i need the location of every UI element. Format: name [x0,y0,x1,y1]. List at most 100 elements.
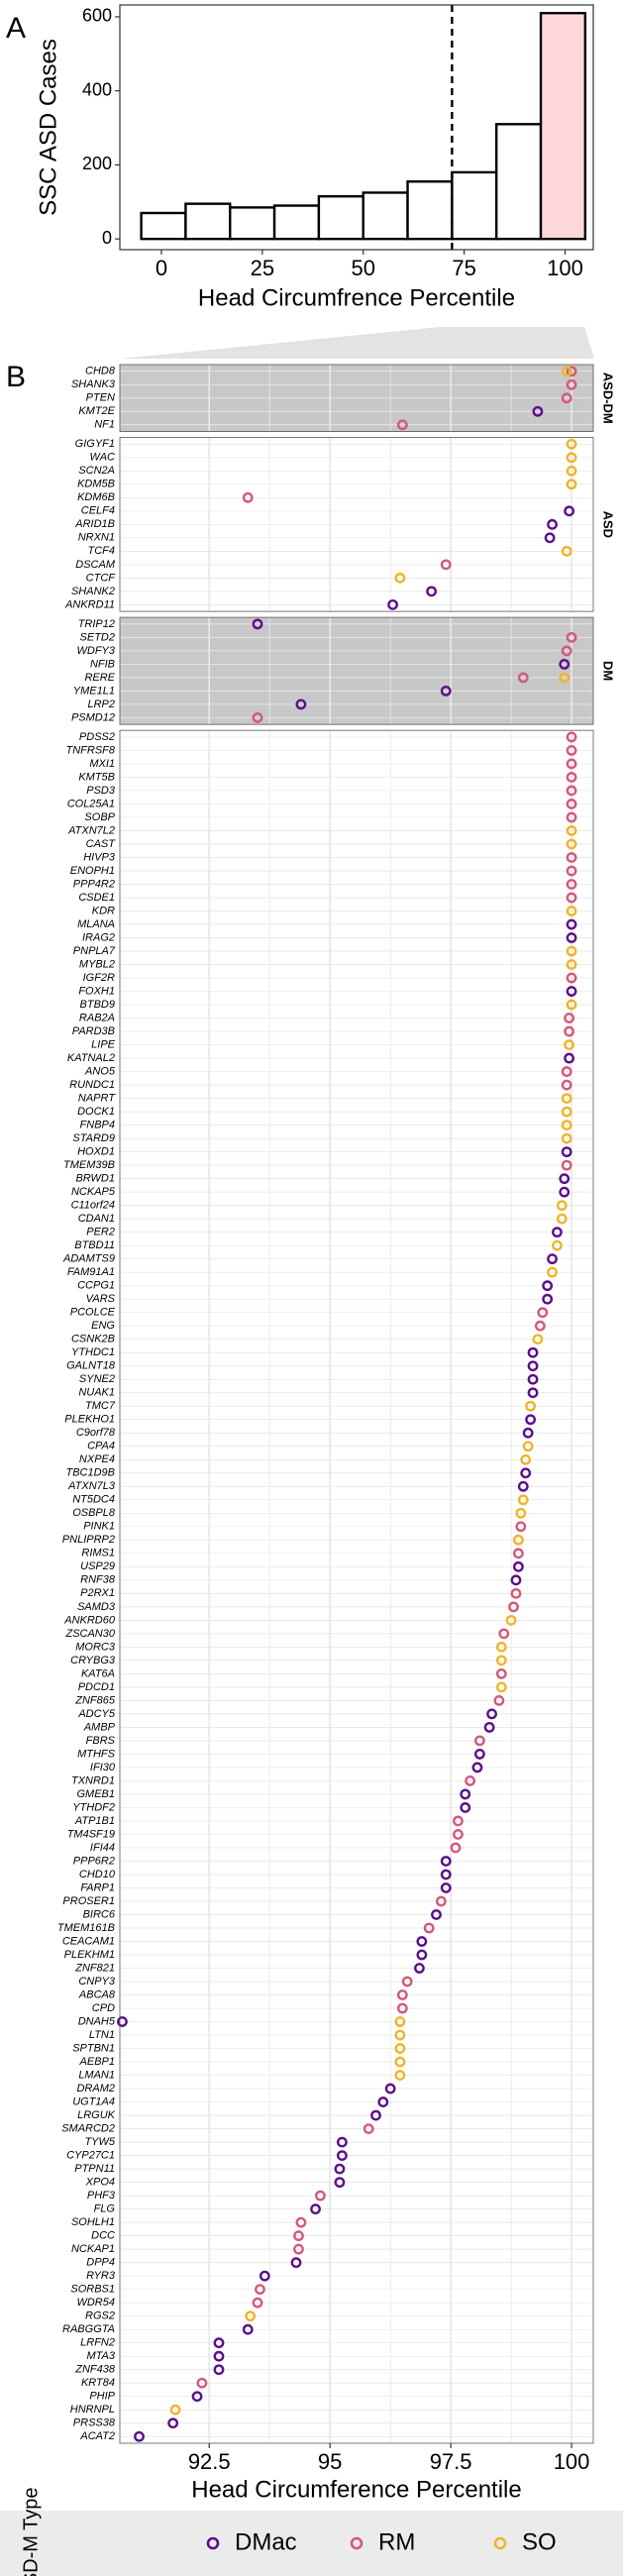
y-tick-label: CHD10 [79,1869,116,1880]
y-tick-label: P2RX1 [80,1587,115,1599]
dot [426,586,438,597]
dot [255,2284,265,2296]
dot [401,1976,413,1987]
dot [520,1467,532,1479]
y-tick-label: PNLIPRP2 [62,1534,115,1546]
y-tick-label: BRWD1 [75,1173,115,1185]
y-tick-label: ENG [91,1320,115,1332]
x-tick-label: 92.5 [188,2449,231,2474]
dot [293,2230,304,2242]
facet-background [120,730,593,2443]
y-tick-label: C9orf78 [76,1427,116,1439]
dot [566,838,577,850]
dot [512,1560,524,1572]
dot [564,1013,575,1023]
y-tick-label: GIGYF1 [75,438,115,450]
y-tick-label: RAB2A [79,1012,115,1023]
y-tick-label: AMBP [83,1721,116,1733]
y-tick-label: 0 [102,228,112,248]
dot [414,1963,425,1974]
dot [245,2310,257,2322]
y-tick-label: ATXN7L3 [67,1480,116,1492]
y-tick-label: RABGGTA [62,2323,115,2335]
y-tick-label: BTBD9 [80,999,115,1011]
y-tick-label: AEBP1 [79,2056,115,2068]
y-tick-label: USP29 [80,1560,115,1572]
y-tick-label: CCPG1 [77,1280,115,1292]
y-tick-label: PHIP [89,2391,115,2403]
y-tick-label: LRFN2 [80,2337,115,2349]
y-tick-label: RGS2 [85,2310,115,2322]
y-tick-label: WDFY3 [77,645,116,657]
dot [522,1441,534,1452]
y-tick-label: RYR3 [86,2270,116,2282]
y-tick-label: NUAK1 [78,1387,115,1399]
dot [566,366,577,377]
y-tick-label: ABCA8 [78,1988,116,2000]
dot [384,2083,396,2094]
dot [566,959,577,970]
y-tick-label: FBRS [86,1735,116,1747]
dot [416,1936,428,1947]
y-tick-label: PLEKHO1 [64,1414,115,1426]
y-tick-label: IFI30 [90,1762,116,1773]
dot [566,479,577,490]
y-tick-label: UGT1A4 [72,2095,115,2107]
dot [566,758,577,770]
x-tick-label: 75 [452,256,475,280]
dot [547,1253,558,1265]
y-tick-label: CAST [86,838,117,850]
bar [184,202,232,241]
dot [525,1400,536,1412]
dot [559,1186,571,1198]
dot [334,2177,346,2189]
facet-border [119,616,594,725]
dot [460,1788,471,1800]
dot [566,811,577,823]
y-tick-label: TRIP12 [78,618,115,630]
dot [559,658,571,670]
y-tick-label: NXPE4 [79,1453,115,1465]
y-tick-label: KDM5B [77,479,115,490]
y-tick-label: PSMD12 [71,711,115,723]
dot [566,465,577,477]
y-tick-label: NCKAP5 [71,1186,116,1198]
y-tick-label: HNRNPL [70,2404,115,2415]
dot [561,392,572,404]
y-tick-label: NRXN1 [78,532,115,544]
dot [544,532,556,544]
y-tick-label: PPP4R2 [73,878,115,890]
y-tick-label: RIMS1 [81,1548,115,1559]
dot [460,1802,471,1813]
y-tick-label: MTA3 [86,2350,115,2362]
dot [440,1882,452,1893]
y-tick-label: CEACAM1 [62,1935,115,1947]
y-tick-label: SOHLH1 [71,2216,115,2228]
y-tick-label: TNFRSF8 [66,744,116,756]
facet-border [119,437,594,612]
y-tick-label: SPTBN1 [72,2042,115,2054]
dot [196,2377,208,2389]
y-tick-label: STARD9 [72,1132,115,1144]
dot [363,2123,374,2134]
y-tick-label: ZSCAN30 [64,1628,115,1640]
y-tick-label: YTHDF2 [72,1801,115,1813]
y-tick-label: OSBPL8 [72,1507,116,1519]
dot [396,419,408,431]
dot [510,1574,522,1586]
dot [556,1213,568,1225]
dot [495,1667,507,1679]
dot [493,1694,505,1706]
dot [394,572,406,584]
bar [494,123,543,241]
y-tick-label: TM4SF19 [67,1828,115,1840]
y-tick-label: SAMD3 [77,1601,116,1613]
y-tick-label: DSCAM [75,559,116,571]
dot [512,1534,524,1546]
y-tick-label: CSNK2B [71,1334,115,1345]
dot [394,2029,406,2041]
dot [396,2002,408,2014]
y-tick-label: ATXN7L2 [67,824,115,836]
dot [440,559,452,571]
